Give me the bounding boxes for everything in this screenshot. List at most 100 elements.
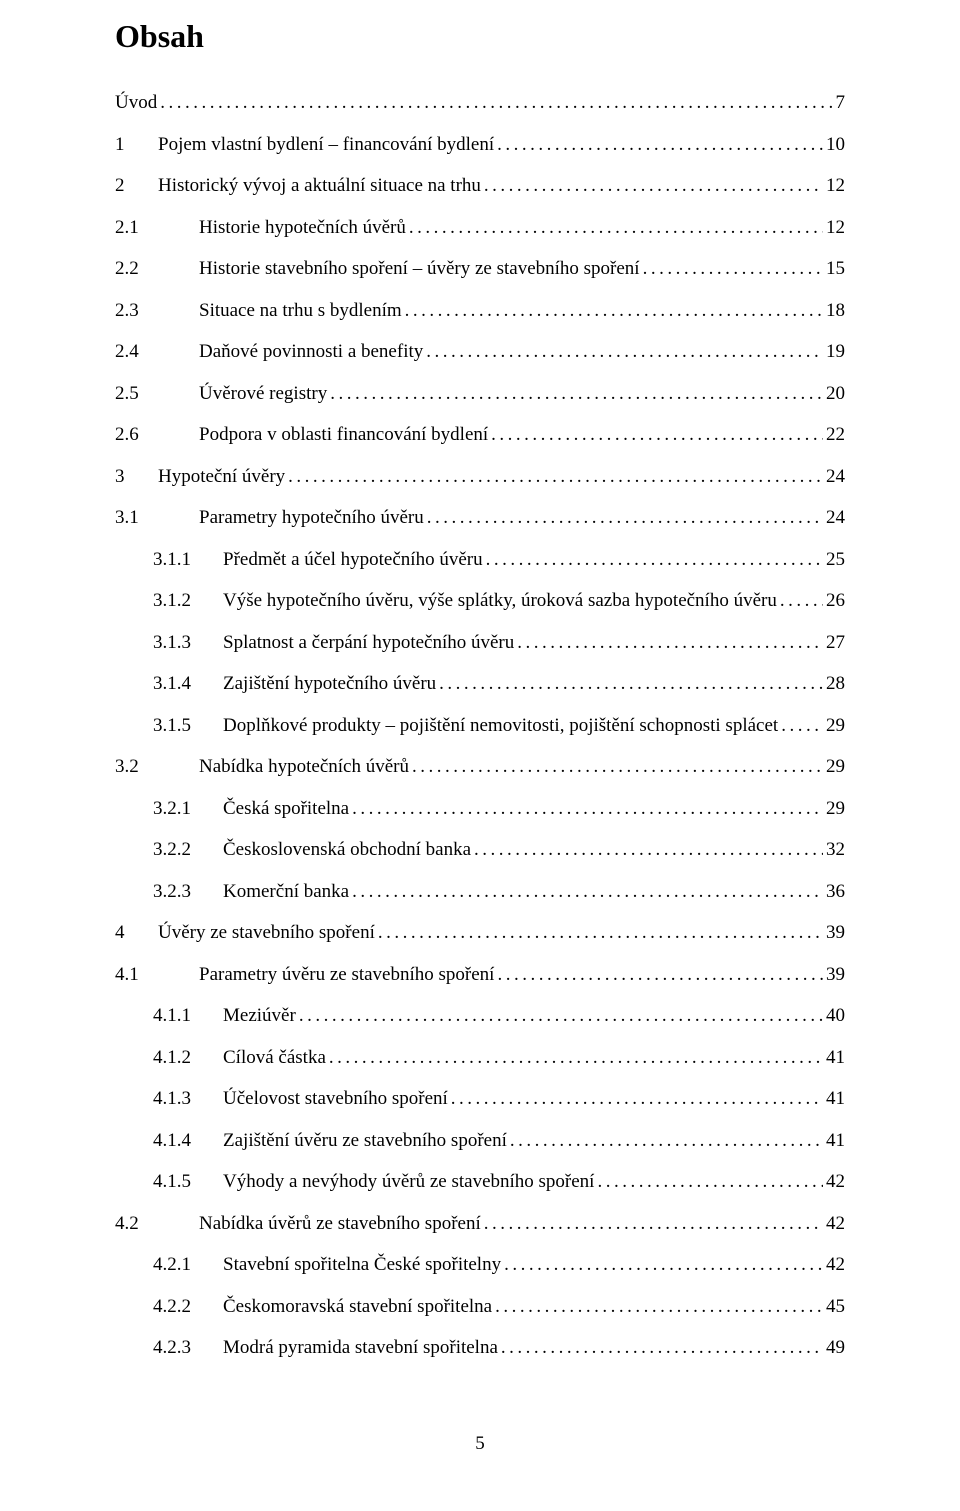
toc-entry-title: Meziúvěr: [223, 1006, 299, 1025]
toc-leader-dots: [160, 93, 832, 112]
toc-leader-dots: [504, 1255, 823, 1274]
toc-entry: 2.6Podpora v oblasti financování bydlení…: [115, 425, 845, 444]
toc-entry: 4.1.3Účelovost stavebního spoření41: [153, 1089, 845, 1108]
toc-entry-page: 42: [823, 1214, 845, 1233]
toc-entry: 4.2Nabídka úvěrů ze stavebního spoření42: [115, 1214, 845, 1233]
toc-leader-dots: [510, 1131, 823, 1150]
toc-leader-dots: [427, 508, 823, 527]
toc-leader-dots: [426, 342, 823, 361]
toc-leader-dots: [484, 176, 823, 195]
toc-leader-dots: [439, 674, 823, 693]
toc-entry-number: 2: [115, 176, 158, 195]
toc-entry-title: Pojem vlastní bydlení – financování bydl…: [158, 135, 497, 154]
toc-entry-page: 19: [823, 342, 845, 361]
toc-entry-page: 15: [823, 259, 845, 278]
toc-entry-title: Výše hypotečního úvěru, výše splátky, úr…: [223, 591, 780, 610]
toc-entry-page: 41: [823, 1131, 845, 1150]
toc-entry-number: 3.1.2: [153, 591, 200, 610]
toc-entry-page: 27: [823, 633, 845, 652]
toc-entry-title: Hypoteční úvěry: [158, 467, 288, 486]
toc-entry-number: 2.6: [115, 425, 172, 444]
toc-entry-title: Historie hypotečních úvěrů: [199, 218, 409, 237]
page: Obsah Úvod 7 1Pojem vlastní bydlení – fina…: [0, 0, 960, 1511]
toc-entry: 3.1.3 Splatnost a čerpání hypotečního úvě…: [153, 633, 845, 652]
toc-entry-number: 4: [115, 923, 158, 942]
toc-entry: 4.1.4Zajištění úvěru ze stavebního spoře…: [153, 1131, 845, 1150]
toc-entry: 2.5Úvěrové registry20: [115, 384, 845, 403]
toc-leader-dots: [497, 135, 823, 154]
toc-entry-title: Stavební spořitelna České spořitelny: [223, 1255, 504, 1274]
toc-entry-title: Doplňkové produkty – pojištění nemovitos…: [223, 716, 781, 735]
toc-entry-page: 28: [823, 674, 845, 693]
toc-entry: 2.4Daňové povinnosti a benefity19: [115, 342, 845, 361]
toc-leader-dots: [329, 1048, 823, 1067]
toc-leader-dots: [491, 425, 823, 444]
toc-entry-number: 1: [115, 135, 158, 154]
toc-entry-page: 10: [823, 135, 845, 154]
toc-entry-number: 4.2.1: [153, 1255, 200, 1274]
toc-leader-dots: [501, 1338, 823, 1357]
toc-entry-page: 29: [823, 716, 845, 735]
toc-entry-title: Cílová částka: [223, 1048, 329, 1067]
toc-entry-page: 39: [823, 923, 845, 942]
toc-entry-page: 25: [823, 550, 845, 569]
toc-entry-number: 2.1: [115, 218, 172, 237]
toc-entry-title: Splatnost a čerpání hypotečního úvěru: [223, 633, 517, 652]
toc-entry: 4Úvěry ze stavebního spoření39: [115, 923, 845, 942]
toc-leader-dots: [597, 1172, 823, 1191]
toc-entry-number: 4.1: [115, 965, 172, 984]
toc-entry-title: Nabídka hypotečních úvěrů: [199, 757, 412, 776]
toc-leader-dots: [643, 259, 823, 278]
toc-entry-title: Zajištění úvěru ze stavebního spoření: [223, 1131, 510, 1150]
toc-leader-dots: [780, 591, 823, 610]
toc-entry-number: 4.1.5: [153, 1172, 200, 1191]
toc-entry-number: 2.3: [115, 301, 172, 320]
toc-entry-page: 41: [823, 1089, 845, 1108]
toc-entry: 3.1.5Doplňkové produkty – pojištění nemo…: [153, 716, 845, 735]
toc-entry-title: Situace na trhu s bydlením: [199, 301, 405, 320]
toc-entry-page: 29: [823, 799, 845, 818]
toc-entry-number: 4.1.2: [153, 1048, 200, 1067]
toc-entry: 4.2.3Modrá pyramida stavební spořitelna4…: [153, 1338, 845, 1357]
toc-entry: 4.2.1 Stavební spořitelna České spořiteln…: [153, 1255, 845, 1274]
toc-leader-dots: [352, 882, 823, 901]
toc-entry-number: 2.2: [115, 259, 172, 278]
toc-entry-page: 7: [833, 93, 846, 112]
toc-entry-page: 41: [823, 1048, 845, 1067]
toc-entry: 4.2.2Českomoravská stavební spořitelna45: [153, 1297, 845, 1316]
toc-entry-title: Parametry hypotečního úvěru: [199, 508, 427, 527]
toc-entry-number: 2.5: [115, 384, 172, 403]
toc-entry: 2Historický vývoj a aktuální situace na …: [115, 176, 845, 195]
toc-entry-page: 12: [823, 176, 845, 195]
toc-entry-title: Úvod: [115, 93, 160, 112]
page-number: 5: [0, 1433, 960, 1455]
toc-entry-page: 42: [823, 1172, 845, 1191]
toc-entry: 3.1.1Předmět a účel hypotečního úvěru25: [153, 550, 845, 569]
toc-entry: 3Hypoteční úvěry24: [115, 467, 845, 486]
toc-entry-number: 3.1.3: [153, 633, 200, 652]
toc-entry: 4.1.2 Cílová částka 41: [153, 1048, 845, 1067]
toc-entry-title: Parametry úvěru ze stavebního spoření: [199, 965, 497, 984]
toc-entry-page: 18: [823, 301, 845, 320]
toc-heading: Obsah: [115, 18, 845, 55]
toc-entry-page: 32: [823, 840, 845, 859]
toc-entry-number: 3.1.4: [153, 674, 200, 693]
toc-entry: 2.1 Historie hypotečních úvěrů 12: [115, 218, 845, 237]
toc-entry-number: 3: [115, 467, 158, 486]
toc-entry: 2.3 Situace na trhu s bydlením 18: [115, 301, 845, 320]
toc-entry-page: 45: [823, 1297, 845, 1316]
toc-leader-dots: [288, 467, 823, 486]
toc-entry-title: Úvěrové registry: [199, 384, 330, 403]
toc-entry-title: Účelovost stavebního spoření: [223, 1089, 451, 1108]
toc-entry: 4.1 Parametry úvěru ze stavebního spoření…: [115, 965, 845, 984]
toc-entry-title: Česká spořitelna: [223, 799, 352, 818]
toc-entry-number: 2.4: [115, 342, 172, 361]
toc-entry: 3.2.1Česká spořitelna29: [153, 799, 845, 818]
toc-leader-dots: [474, 840, 823, 859]
toc-entry-page: 22: [823, 425, 845, 444]
toc-entry-title: Historický vývoj a aktuální situace na t…: [158, 176, 484, 195]
toc-entry-number: 3.1.1: [153, 550, 200, 569]
toc-entry-page: 12: [823, 218, 845, 237]
toc-leader-dots: [405, 301, 823, 320]
toc-entry-page: 26: [823, 591, 845, 610]
